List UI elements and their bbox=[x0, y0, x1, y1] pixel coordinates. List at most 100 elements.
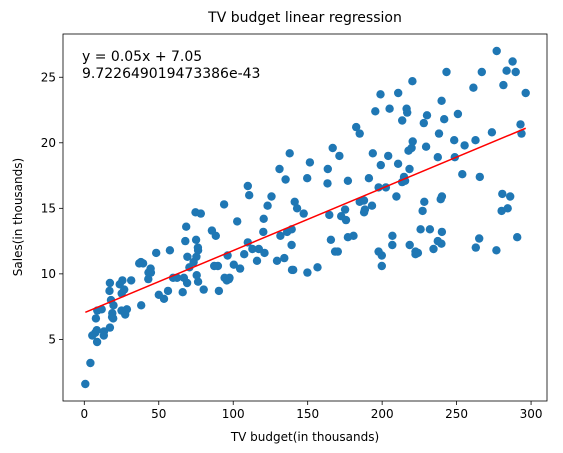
data-point bbox=[416, 225, 425, 234]
data-point bbox=[267, 192, 276, 201]
data-point bbox=[117, 306, 126, 315]
data-point bbox=[440, 115, 449, 124]
data-point bbox=[91, 314, 101, 323]
data-point bbox=[210, 261, 219, 271]
data-point bbox=[388, 231, 397, 240]
data-point bbox=[420, 197, 429, 206]
data-point bbox=[388, 240, 397, 250]
data-point bbox=[405, 164, 414, 174]
data-point bbox=[81, 379, 90, 389]
data-point bbox=[371, 107, 380, 116]
data-point bbox=[220, 273, 229, 282]
data-point bbox=[328, 143, 337, 153]
data-point bbox=[245, 191, 254, 200]
data-point bbox=[434, 129, 444, 138]
data-point bbox=[411, 250, 420, 259]
data-point bbox=[359, 196, 369, 205]
x-tick-label: 100 bbox=[222, 407, 245, 421]
data-point bbox=[199, 285, 208, 294]
data-point bbox=[502, 66, 511, 75]
data-point bbox=[120, 285, 129, 294]
data-point bbox=[498, 189, 507, 199]
data-point bbox=[146, 268, 156, 277]
data-point bbox=[398, 116, 407, 125]
data-point bbox=[181, 236, 190, 246]
data-point bbox=[374, 247, 383, 256]
data-point bbox=[437, 227, 447, 237]
data-point bbox=[521, 88, 530, 98]
data-point bbox=[183, 252, 192, 261]
data-point bbox=[276, 231, 285, 240]
data-point bbox=[86, 358, 95, 368]
data-point bbox=[453, 109, 463, 119]
data-point bbox=[471, 136, 480, 145]
data-point bbox=[394, 88, 403, 98]
data-point bbox=[165, 246, 175, 255]
data-point bbox=[107, 312, 117, 322]
data-point bbox=[248, 244, 257, 254]
data-point bbox=[437, 239, 446, 248]
data-point bbox=[508, 57, 517, 66]
data-point bbox=[407, 143, 416, 153]
data-point bbox=[487, 128, 497, 137]
data-point bbox=[393, 159, 403, 168]
data-point bbox=[516, 120, 525, 129]
data-point bbox=[492, 246, 501, 255]
data-point bbox=[240, 250, 249, 259]
data-point bbox=[392, 192, 401, 201]
data-point bbox=[105, 323, 115, 332]
chart-title: TV budget linear regression bbox=[207, 10, 402, 26]
data-point bbox=[343, 233, 353, 242]
x-axis-label: TV budget(in thousands) bbox=[230, 430, 379, 444]
data-point bbox=[418, 206, 427, 216]
data-point bbox=[460, 141, 469, 150]
data-point bbox=[280, 253, 289, 263]
x-tick-label: 200 bbox=[371, 407, 394, 421]
data-point bbox=[92, 326, 102, 335]
data-point bbox=[182, 278, 192, 288]
data-point bbox=[469, 83, 478, 92]
y-axis: 5 10 15 20 25 bbox=[41, 70, 63, 346]
data-point bbox=[458, 170, 467, 179]
data-point bbox=[144, 274, 153, 284]
data-point bbox=[425, 225, 435, 234]
data-point bbox=[340, 205, 350, 214]
data-point bbox=[408, 137, 417, 146]
y-tick-label: 25 bbox=[41, 70, 56, 84]
data-point bbox=[335, 151, 344, 161]
x-tick-label: 150 bbox=[296, 407, 319, 421]
data-point bbox=[178, 288, 187, 297]
data-point bbox=[105, 286, 114, 296]
data-point bbox=[437, 96, 446, 106]
data-point bbox=[303, 174, 312, 183]
data-point bbox=[292, 204, 302, 213]
y-tick-label: 20 bbox=[41, 136, 56, 150]
data-point bbox=[196, 209, 205, 218]
data-point bbox=[105, 278, 115, 288]
data-point bbox=[229, 260, 238, 269]
data-point bbox=[403, 108, 412, 117]
data-point bbox=[477, 67, 486, 77]
x-tick-label: 0 bbox=[80, 407, 88, 421]
data-point bbox=[192, 271, 201, 280]
data-point bbox=[214, 286, 224, 296]
data-point bbox=[364, 174, 374, 183]
y-tick-label: 5 bbox=[48, 332, 56, 346]
data-point bbox=[385, 104, 394, 113]
data-point bbox=[343, 176, 353, 185]
data-point bbox=[421, 142, 431, 151]
data-point bbox=[138, 259, 148, 268]
data-point bbox=[352, 122, 361, 132]
data-point bbox=[263, 201, 272, 210]
data-point bbox=[325, 210, 334, 220]
y-axis-label: Sales(in thousands) bbox=[11, 158, 25, 276]
regression-line bbox=[85, 127, 526, 314]
data-point bbox=[405, 240, 414, 250]
data-point bbox=[290, 197, 299, 206]
data-point bbox=[109, 301, 118, 310]
data-point bbox=[323, 164, 332, 174]
data-point bbox=[252, 256, 262, 265]
data-point bbox=[475, 234, 484, 243]
